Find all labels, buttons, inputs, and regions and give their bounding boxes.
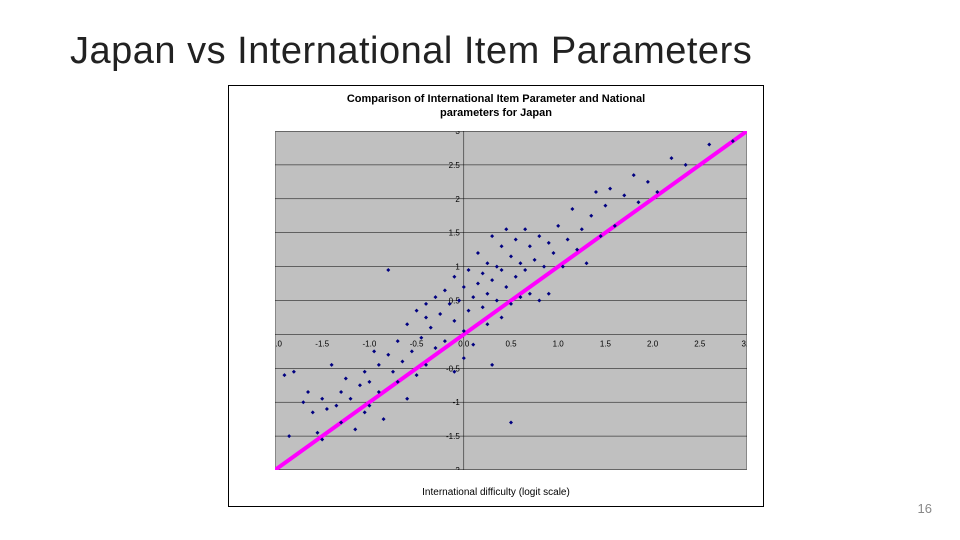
chart-title-line1: Comparison of International Item Paramet… [347,93,645,105]
svg-text:-2: -2 [453,466,461,470]
svg-text:1: 1 [455,263,460,272]
svg-text:-1.0: -1.0 [363,339,377,348]
svg-text:1.5: 1.5 [449,229,461,238]
svg-text:3: 3 [455,131,460,136]
svg-text:-2.0: -2.0 [275,339,282,348]
chart-container: Comparison of International Item Paramet… [228,85,764,507]
svg-text:0.0: 0.0 [458,339,470,348]
svg-text:3.0: 3.0 [741,339,747,348]
slide-title: Japan vs International Item Parameters [70,30,752,73]
scatter-plot-svg: -2-1.5-1-0.50.511.522.53-2.0-1.5-1.0-0.5… [275,131,747,470]
svg-text:1.5: 1.5 [600,339,612,348]
chart-title: Comparison of International Item Paramet… [229,92,763,121]
svg-text:0.5: 0.5 [505,339,517,348]
svg-text:-1: -1 [453,398,461,407]
svg-text:-1.5: -1.5 [315,339,329,348]
svg-text:2.5: 2.5 [449,161,461,170]
svg-text:-0.5: -0.5 [410,339,424,348]
svg-text:1.0: 1.0 [553,339,565,348]
chart-title-line2: parameters for Japan [440,107,552,119]
svg-text:2.5: 2.5 [694,339,706,348]
svg-text:2: 2 [455,195,460,204]
page-number: 16 [918,501,932,516]
svg-text:2.0: 2.0 [647,339,659,348]
plot-area: -2-1.5-1-0.50.511.522.53-2.0-1.5-1.0-0.5… [275,131,747,470]
svg-text:-1.5: -1.5 [446,432,460,441]
x-axis-label: International difficulty (logit scale) [229,487,763,498]
